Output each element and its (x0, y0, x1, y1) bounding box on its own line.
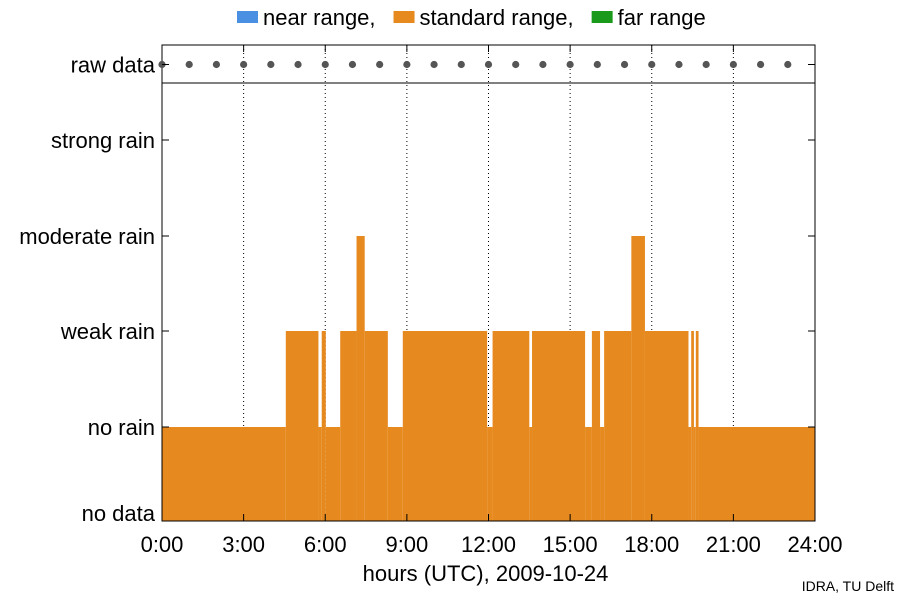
standard-range-series (162, 236, 815, 521)
bar-segment (585, 427, 592, 521)
x-tick-label: 18:00 (624, 532, 679, 557)
legend-label: near range, (263, 5, 376, 30)
legend-label: far range (618, 5, 706, 30)
bar-segment (591, 331, 601, 521)
raw-data-point (267, 60, 275, 69)
bar-segment (529, 427, 533, 521)
bar-segment (532, 331, 586, 521)
raw-data-points (158, 60, 792, 69)
bar-segment (402, 331, 488, 521)
bar-segment (695, 331, 699, 521)
raw-data-point (539, 60, 547, 69)
x-tick-label: 15:00 (543, 532, 598, 557)
y-category-label: moderate rain (19, 224, 155, 249)
bar-segment (321, 331, 326, 521)
raw-data-point (240, 60, 248, 69)
bar-segment (644, 331, 689, 521)
raw-data-point (185, 60, 193, 69)
raw-data-point (348, 60, 357, 69)
y-category-label: no rain (88, 415, 155, 440)
legend-swatch (393, 11, 415, 23)
bar-segment (387, 427, 403, 521)
bar-segment (604, 331, 632, 521)
raw-data-point (620, 60, 629, 69)
raw-data-point (376, 60, 384, 69)
x-tick-label: 12:00 (461, 532, 516, 557)
legend-swatch (591, 11, 613, 23)
raw-data-point (648, 60, 656, 69)
y-category-label: no data (82, 501, 156, 526)
raw-data-point (294, 60, 302, 69)
credit-label: IDRA, TU Delft (801, 578, 894, 594)
raw-data-point (430, 60, 438, 69)
raw-data-point (512, 60, 520, 69)
x-tick-label: 9:00 (385, 532, 428, 557)
x-tick-label: 3:00 (222, 532, 265, 557)
raw-data-label: raw data (71, 53, 156, 78)
legend-swatch (237, 11, 258, 23)
bar-segment (688, 427, 692, 521)
bar-segment (364, 331, 388, 521)
y-axis-labels: raw data no data no rain weak rain moderate … (19, 53, 156, 527)
raw-data-point (702, 60, 710, 69)
bar-segment (600, 427, 605, 521)
raw-data-point (593, 60, 601, 69)
axis-ticks (161, 45, 816, 521)
x-tick-label: 6:00 (304, 532, 347, 557)
raw-data-point (403, 60, 411, 69)
y-category-label: weak rain (60, 319, 155, 344)
bar-segment (631, 236, 645, 521)
x-axis-title: hours (UTC), 2009-10-24 (363, 561, 609, 586)
raw-data-point (566, 60, 574, 69)
bar-segment (356, 236, 365, 521)
x-tick-label: 21:00 (706, 532, 761, 557)
legend: near range, standard range, far range (237, 5, 706, 30)
x-axis-tick-labels: 0:00 3:00 6:00 9:00 12:00 15:00 18:00 21:00 24:0… (141, 532, 843, 557)
bar-segment (285, 331, 319, 521)
raw-data-point (756, 60, 765, 69)
raw-data-point (484, 60, 493, 69)
raw-data-point (784, 60, 792, 69)
bar-segment (691, 331, 694, 521)
raw-data-point (675, 60, 683, 69)
raw-data-point (212, 60, 221, 69)
x-tick-label: 0:00 (141, 532, 184, 557)
bar-segment (693, 427, 696, 521)
raw-data-point (321, 60, 329, 69)
y-category-label: strong rain (51, 128, 155, 153)
bar-segment (487, 427, 493, 521)
bar-segment (318, 427, 322, 521)
bar-segment (340, 331, 357, 521)
legend-label: standard range, (420, 5, 574, 30)
x-tick-label: 24:00 (787, 532, 842, 557)
bar-segment (162, 427, 286, 521)
bar-segment (492, 331, 530, 521)
raw-data-point (457, 60, 465, 69)
bar-segment (698, 427, 815, 521)
raw-data-point (729, 60, 737, 69)
bar-segment (325, 427, 341, 521)
